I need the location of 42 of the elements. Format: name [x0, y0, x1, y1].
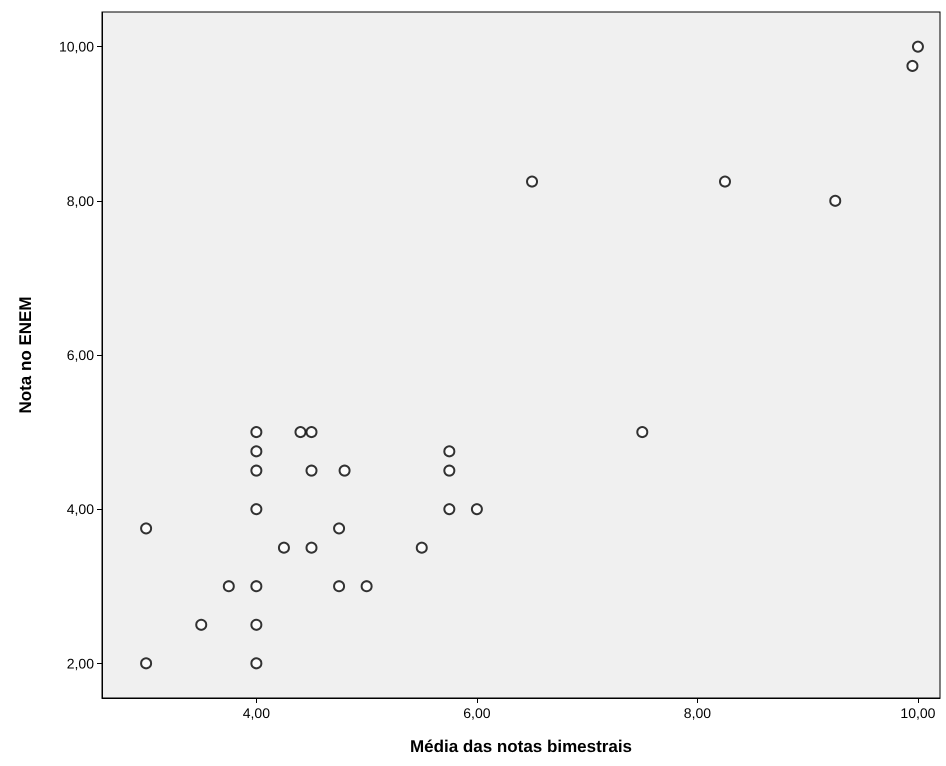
point [338, 464, 351, 477]
point [443, 503, 456, 516]
point [443, 445, 456, 458]
y-tick-label: 2,00 [66, 655, 94, 672]
y-tick-label: 10,00 [58, 38, 94, 55]
point [526, 176, 538, 188]
point [470, 503, 483, 516]
point [294, 426, 306, 438]
point [718, 176, 731, 188]
point [250, 657, 262, 670]
point [829, 194, 842, 207]
point [333, 522, 346, 534]
y-tick-label: 8,00 [66, 192, 94, 209]
y-axis-title: Nota no ENEM [16, 296, 35, 414]
x-tick-label: 6,00 [463, 705, 491, 721]
point [906, 60, 918, 72]
point [306, 426, 318, 438]
y-tick-label: 4,00 [66, 501, 94, 518]
point [250, 503, 262, 516]
point [636, 426, 648, 438]
point [250, 445, 262, 458]
point [140, 657, 152, 670]
x-tick-label: 10,00 [900, 705, 936, 721]
point [333, 580, 346, 592]
point [250, 618, 262, 631]
point [360, 580, 373, 592]
point [250, 580, 262, 592]
point [250, 426, 262, 438]
y-tick-label: 6,00 [66, 347, 94, 363]
point [416, 542, 428, 554]
point [306, 542, 318, 554]
x-tick-label: 4,00 [242, 705, 270, 721]
point [443, 464, 456, 477]
point [195, 618, 208, 631]
x-axis-title: Média das notas bimestrais [410, 737, 632, 756]
point [250, 464, 262, 477]
point [222, 580, 235, 592]
x-tick-label: 8,00 [684, 705, 712, 721]
point [278, 542, 290, 554]
point [306, 464, 318, 477]
point [912, 40, 924, 53]
point [140, 522, 152, 534]
